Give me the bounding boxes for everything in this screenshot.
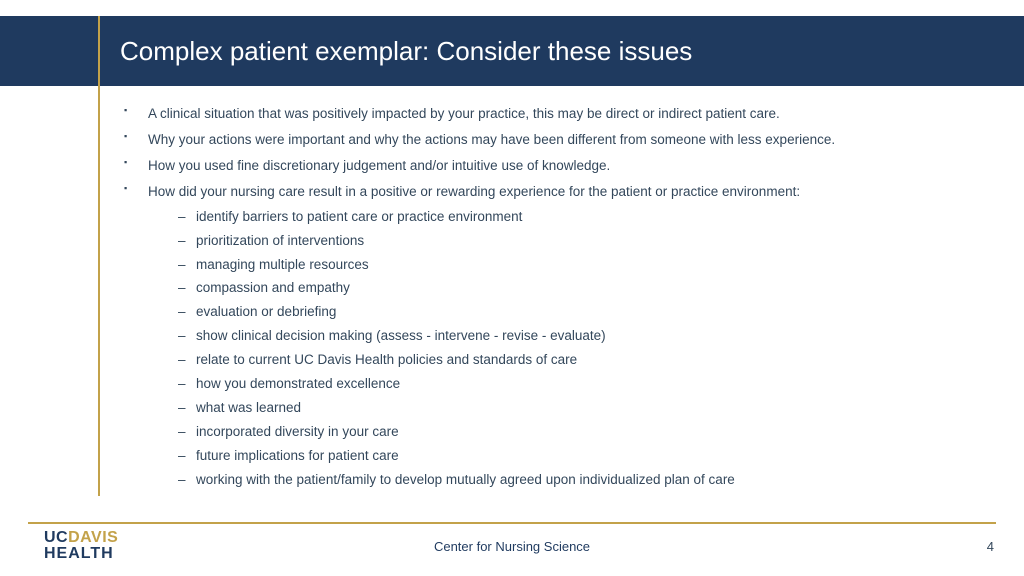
sub-bullet-item: show clinical decision making (assess - … (178, 326, 984, 347)
sub-bullet-item: identify barriers to patient care or pra… (178, 207, 984, 228)
bullet-item: How did your nursing care result in a po… (120, 182, 984, 491)
sub-bullet-item: prioritization of interventions (178, 231, 984, 252)
bullet-text: Why your actions were important and why … (148, 132, 835, 147)
sub-bullet-item: relate to current UC Davis Health polici… (178, 350, 984, 371)
bullet-item: A clinical situation that was positively… (120, 104, 984, 125)
bullet-text: A clinical situation that was positively… (148, 106, 780, 121)
sub-bullet-list: identify barriers to patient care or pra… (178, 207, 984, 491)
page-number: 4 (987, 539, 994, 554)
sub-bullet-item: incorporated diversity in your care (178, 422, 984, 443)
footer-center-text: Center for Nursing Science (0, 539, 1024, 554)
sub-bullet-item: evaluation or debriefing (178, 302, 984, 323)
sub-bullet-item: managing multiple resources (178, 255, 984, 276)
sub-bullet-item: future implications for patient care (178, 446, 984, 467)
bullet-item: Why your actions were important and why … (120, 130, 984, 151)
sub-bullet-item: working with the patient/family to devel… (178, 470, 984, 491)
bullet-list: A clinical situation that was positively… (120, 104, 984, 491)
slide: Complex patient exemplar: Consider these… (0, 0, 1024, 576)
content-area: A clinical situation that was positively… (120, 104, 984, 496)
bullet-text: How you used fine discretionary judgemen… (148, 158, 610, 173)
accent-vertical-rule (98, 16, 100, 496)
bullet-text: How did your nursing care result in a po… (148, 184, 800, 199)
sub-bullet-item: what was learned (178, 398, 984, 419)
bullet-item: How you used fine discretionary judgemen… (120, 156, 984, 177)
title-bar: Complex patient exemplar: Consider these… (0, 16, 1024, 86)
footer-rule (28, 522, 996, 524)
sub-bullet-item: compassion and empathy (178, 278, 984, 299)
slide-title: Complex patient exemplar: Consider these… (120, 36, 692, 67)
sub-bullet-item: how you demonstrated excellence (178, 374, 984, 395)
